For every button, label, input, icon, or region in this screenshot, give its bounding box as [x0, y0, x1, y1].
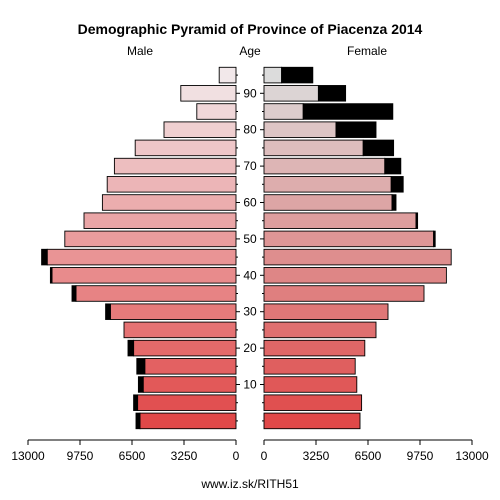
- male-bar-10-14: [142, 376, 237, 393]
- x-tick-label-right: 0: [261, 449, 268, 463]
- male-bar-55-59: [83, 212, 237, 229]
- female-bar-95+: [263, 66, 283, 84]
- male-surplus-10-14: [137, 376, 144, 393]
- male-bar-5-9: [137, 394, 237, 411]
- male-surplus-15-19: [136, 358, 146, 375]
- x-tick-label-left: 13000: [11, 449, 45, 463]
- bars-layer: [41, 66, 452, 430]
- age-tick-label: 50: [243, 232, 257, 246]
- female-bar-80-84: [263, 121, 337, 138]
- female-surplus-70-74: [384, 157, 402, 175]
- age-tick-label: 40: [243, 268, 257, 282]
- age-tick-label: 30: [243, 305, 257, 319]
- male-bar-20-24: [133, 339, 237, 357]
- male-label: Male: [127, 44, 153, 58]
- male-bar-75-79: [134, 139, 237, 157]
- female-surplus-95+: [281, 66, 314, 84]
- female-bar-35-39: [263, 285, 425, 302]
- x-tick-label-right: 9750: [407, 449, 434, 463]
- male-surplus-0-4: [135, 412, 141, 430]
- female-bar-20-24: [263, 339, 366, 357]
- female-surplus-80-84: [335, 121, 377, 138]
- female-bar-65-69: [263, 176, 392, 193]
- axes-layer: 10 20 30 40 50 60 70 80 90 13000 9750 6500 3250 0 0 325…: [11, 74, 489, 463]
- x-tick-label-right: 3250: [303, 449, 330, 463]
- female-bar-55-59: [263, 212, 417, 229]
- age-tick-label: 90: [243, 86, 257, 100]
- x-tick-label-left: 3250: [171, 449, 198, 463]
- chart-title: Demographic Pyramid of Province of Piace…: [78, 21, 423, 37]
- male-bar-30-34: [109, 303, 237, 320]
- male-surplus-20-24: [127, 339, 135, 357]
- female-bar-30-34: [263, 303, 389, 320]
- male-bar-65-69: [106, 176, 237, 193]
- x-tick-label-right: 13000: [455, 449, 489, 463]
- age-label: Age: [239, 44, 261, 58]
- male-bar-95+: [218, 66, 237, 84]
- male-bar-35-39: [75, 285, 237, 302]
- male-surplus-30-34: [105, 303, 111, 320]
- male-surplus-45-49: [41, 248, 48, 266]
- female-surplus-55-59: [415, 212, 419, 229]
- male-surplus-5-9: [133, 394, 139, 411]
- male-surplus-40-44: [49, 267, 53, 284]
- female-bar-10-14: [263, 376, 358, 393]
- female-surplus-60-64: [391, 194, 397, 211]
- female-bar-5-9: [263, 394, 363, 411]
- male-bar-25-29: [123, 321, 237, 339]
- female-surplus-75-79: [362, 139, 395, 157]
- female-bar-70-74: [263, 157, 386, 175]
- male-bar-90-94: [180, 85, 237, 102]
- male-bar-0-4: [139, 412, 237, 430]
- age-tick-label: 10: [243, 378, 257, 392]
- female-surplus-85-89: [302, 103, 394, 120]
- male-bar-15-19: [144, 358, 237, 375]
- female-surplus-90-94: [317, 85, 347, 102]
- female-bar-25-29: [263, 321, 377, 339]
- footer-text: www.iz.sk/RITH51: [200, 477, 299, 491]
- female-bar-90-94: [263, 85, 319, 102]
- x-tick-label-right: 6500: [355, 449, 382, 463]
- female-bar-50-54: [263, 230, 435, 248]
- age-tick-label: 20: [243, 341, 257, 355]
- female-surplus-65-69: [390, 176, 404, 193]
- male-surplus-35-39: [71, 285, 77, 302]
- x-tick-label-left: 9750: [67, 449, 94, 463]
- female-bar-40-44: [263, 267, 447, 284]
- male-bar-70-74: [113, 157, 237, 175]
- male-bar-80-84: [163, 121, 237, 138]
- female-bar-0-4: [263, 412, 361, 430]
- female-bar-75-79: [263, 139, 364, 157]
- male-bar-85-89: [196, 103, 237, 120]
- male-bar-60-64: [101, 194, 237, 211]
- age-tick-label: 60: [243, 196, 257, 210]
- female-bar-85-89: [263, 103, 304, 120]
- female-bar-45-49: [263, 248, 452, 266]
- x-tick-label-left: 0: [233, 449, 240, 463]
- male-bar-50-54: [64, 230, 237, 248]
- female-surplus-50-54: [433, 230, 436, 248]
- x-tick-label-left: 6500: [119, 449, 146, 463]
- male-bar-40-44: [51, 267, 237, 284]
- female-bar-60-64: [263, 194, 393, 211]
- male-bar-45-49: [46, 248, 237, 266]
- age-tick-label: 80: [243, 123, 257, 137]
- age-tick-label: 70: [243, 159, 257, 173]
- female-label: Female: [347, 44, 387, 58]
- female-bar-15-19: [263, 358, 356, 375]
